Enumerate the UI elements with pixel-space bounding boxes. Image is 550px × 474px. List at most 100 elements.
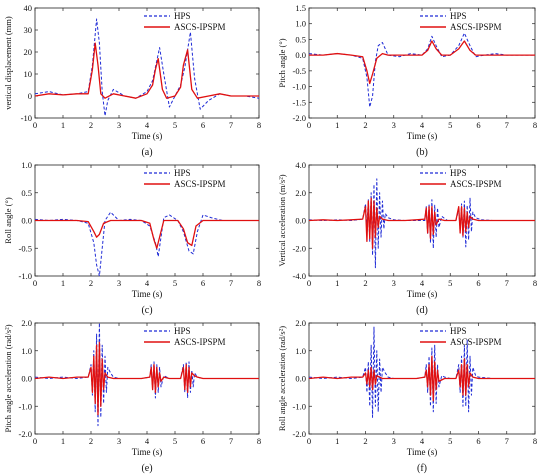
y-tick-label: -0.5 bbox=[293, 66, 306, 76]
x-tick-label: 7 bbox=[505, 120, 509, 130]
y-tick-label: 1.0 bbox=[295, 19, 306, 29]
legend-label-ascs-ipspm: ASCS-IPSPM bbox=[174, 22, 226, 32]
legend-label-hps: HPS bbox=[450, 168, 467, 178]
panel-caption: (c) bbox=[141, 305, 152, 316]
x-tick-label: 8 bbox=[257, 120, 261, 130]
x-axis-label: Time (s) bbox=[407, 289, 437, 299]
legend-label-hps: HPS bbox=[450, 11, 467, 21]
y-tick-label: 2.0 bbox=[295, 188, 306, 198]
x-tick-label: 4 bbox=[145, 278, 150, 288]
x-tick-label: 6 bbox=[476, 436, 480, 446]
series-line-ascs-ipspm bbox=[309, 197, 535, 249]
x-tick-label: 2 bbox=[89, 120, 93, 130]
x-tick-label: 7 bbox=[229, 436, 233, 446]
x-axis-label: Time (s) bbox=[132, 131, 162, 141]
y-tick-label: 1.5 bbox=[295, 3, 306, 13]
x-tick-label: 7 bbox=[229, 120, 233, 130]
y-tick-label: 0.0 bbox=[295, 216, 306, 226]
x-tick-label: 1 bbox=[61, 120, 65, 130]
legend-label-ascs-ipspm: ASCS-IPSPM bbox=[450, 179, 502, 189]
y-tick-label: 2.0 bbox=[21, 318, 32, 328]
x-tick-label: 1 bbox=[335, 436, 339, 446]
x-tick-label: 8 bbox=[533, 278, 537, 288]
x-tick-label: 0 bbox=[307, 120, 311, 130]
legend-label-hps: HPS bbox=[174, 11, 191, 21]
y-tick-label: 30 bbox=[24, 25, 33, 35]
x-tick-label: 5 bbox=[173, 436, 177, 446]
y-tick-label: 1.0 bbox=[21, 160, 32, 170]
x-tick-label: 4 bbox=[145, 436, 150, 446]
x-tick-label: 3 bbox=[117, 436, 121, 446]
x-tick-label: 3 bbox=[392, 278, 396, 288]
series-line-ascs-ipspm bbox=[35, 219, 259, 249]
x-tick-label: 3 bbox=[117, 278, 121, 288]
x-tick-label: 1 bbox=[335, 120, 339, 130]
x-tick-label: 2 bbox=[363, 436, 367, 446]
legend-label-hps: HPS bbox=[174, 168, 191, 178]
y-tick-label: -0.5 bbox=[19, 243, 32, 253]
series-line-ascs-ipspm bbox=[309, 40, 535, 85]
x-tick-label: 8 bbox=[533, 436, 537, 446]
x-tick-label: 5 bbox=[448, 436, 452, 446]
x-tick-label: 1 bbox=[335, 278, 339, 288]
x-tick-label: 2 bbox=[89, 436, 93, 446]
x-axis-label: Time (s) bbox=[407, 131, 437, 141]
x-tick-label: 0 bbox=[307, 436, 311, 446]
y-axis-label: Pitch angle acceleration (rad/s²) bbox=[3, 324, 13, 432]
x-tick-label: 4 bbox=[145, 120, 150, 130]
series-line-hps bbox=[35, 18, 259, 117]
y-tick-label: 20 bbox=[24, 47, 33, 57]
x-tick-label: 0 bbox=[33, 120, 37, 130]
y-tick-label: -1.5 bbox=[293, 97, 306, 107]
legend-label-ascs-ipspm: ASCS-IPSPM bbox=[174, 337, 226, 347]
y-tick-label: -10 bbox=[21, 113, 32, 123]
x-tick-label: 0 bbox=[307, 278, 311, 288]
y-tick-label: 0.5 bbox=[295, 34, 306, 44]
y-tick-label: 10 bbox=[24, 69, 33, 79]
y-tick-label: 0 bbox=[28, 91, 32, 101]
x-tick-label: 5 bbox=[448, 120, 452, 130]
y-axis-label: Vertical acceleration (m/s²) bbox=[277, 174, 287, 266]
y-tick-label: 0.0 bbox=[295, 50, 306, 60]
series-line-ascs-ipspm bbox=[309, 355, 535, 402]
panel-caption: (d) bbox=[416, 305, 428, 316]
x-tick-label: 7 bbox=[505, 436, 509, 446]
x-tick-label: 7 bbox=[229, 278, 233, 288]
legend-label-hps: HPS bbox=[174, 326, 191, 336]
x-tick-label: 8 bbox=[257, 278, 261, 288]
series-line-hps bbox=[309, 32, 535, 108]
x-tick-label: 5 bbox=[448, 278, 452, 288]
x-tick-label: 0 bbox=[33, 278, 37, 288]
series-line-ascs-ipspm bbox=[35, 42, 259, 99]
x-tick-label: 0 bbox=[33, 436, 37, 446]
y-tick-label: 40 bbox=[24, 3, 33, 13]
y-tick-label: -2.0 bbox=[293, 113, 306, 123]
x-tick-label: 2 bbox=[363, 120, 367, 130]
x-axis-label: Time (s) bbox=[132, 289, 162, 299]
legend-label-hps: HPS bbox=[450, 326, 467, 336]
x-tick-label: 6 bbox=[201, 436, 205, 446]
series-line-ascs-ipspm bbox=[35, 341, 259, 416]
panel-caption: (f) bbox=[417, 463, 427, 474]
y-tick-label: 1.0 bbox=[21, 346, 32, 356]
x-tick-label: 5 bbox=[173, 120, 177, 130]
x-tick-label: 3 bbox=[392, 436, 396, 446]
y-tick-label: -4.0 bbox=[293, 271, 306, 281]
x-tick-label: 1 bbox=[61, 436, 65, 446]
panel-caption: (e) bbox=[141, 463, 152, 474]
x-tick-label: 8 bbox=[257, 436, 261, 446]
x-tick-label: 2 bbox=[363, 278, 367, 288]
legend-label-ascs-ipspm: ASCS-IPSPM bbox=[450, 337, 502, 347]
y-axis-label: Roll angle acceleration (rad/s²) bbox=[277, 326, 287, 431]
x-tick-label: 5 bbox=[173, 278, 177, 288]
series-line-hps bbox=[309, 178, 535, 269]
x-tick-label: 4 bbox=[420, 120, 425, 130]
y-axis-label: vertical displacement (mm) bbox=[3, 16, 13, 110]
x-tick-label: 3 bbox=[117, 120, 121, 130]
x-tick-label: 4 bbox=[420, 436, 425, 446]
